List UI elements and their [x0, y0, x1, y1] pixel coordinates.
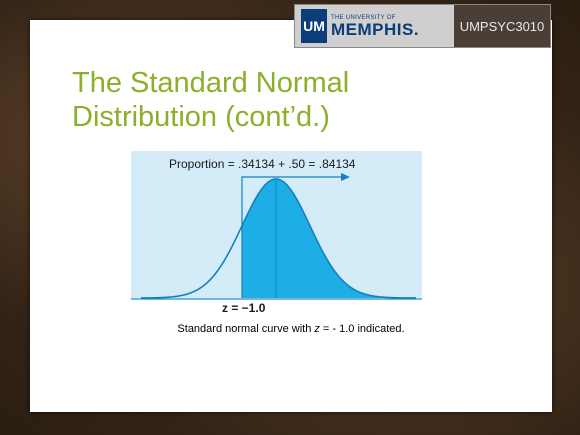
- shaded-area: [242, 179, 416, 298]
- slide-title: The Standard Normal Distribution (cont’d…: [72, 66, 492, 134]
- logo-small-text: THE UNIVERSITY OF: [331, 14, 396, 21]
- normal-curve-figure: Proportion = .34134 + .50 = .84134: [131, 151, 422, 300]
- logo-text: THE UNIVERSITY OF MEMPHIS.: [331, 15, 419, 38]
- title-line-2: Distribution (cont’d.): [72, 101, 330, 133]
- arrow-head-icon: [341, 173, 350, 181]
- caption-suffix: = - 1.0 indicated.: [319, 323, 405, 335]
- figure-caption: Standard normal curve with z = - 1.0 ind…: [30, 323, 552, 335]
- title-line-1: The Standard Normal: [72, 67, 350, 99]
- slide: UM THE UNIVERSITY OF MEMPHIS. UMPSYC3010…: [30, 4, 552, 412]
- caption-variable: z: [314, 323, 320, 335]
- z-label: z = −1.0: [222, 301, 266, 315]
- course-code: UMPSYC3010: [454, 5, 550, 47]
- university-logo-bar: UM THE UNIVERSITY OF MEMPHIS. UMPSYC3010: [294, 4, 551, 48]
- proportion-label: Proportion = .34134 + .50 = .84134: [169, 157, 356, 171]
- normal-curve: [140, 178, 417, 299]
- proportion-bracket: [241, 176, 341, 179]
- logo-letters: UM: [303, 17, 325, 34]
- logo-big-text: MEMPHIS.: [331, 19, 420, 39]
- caption-prefix: Standard normal curve with: [177, 323, 315, 335]
- um-logo-icon: UM: [301, 9, 327, 43]
